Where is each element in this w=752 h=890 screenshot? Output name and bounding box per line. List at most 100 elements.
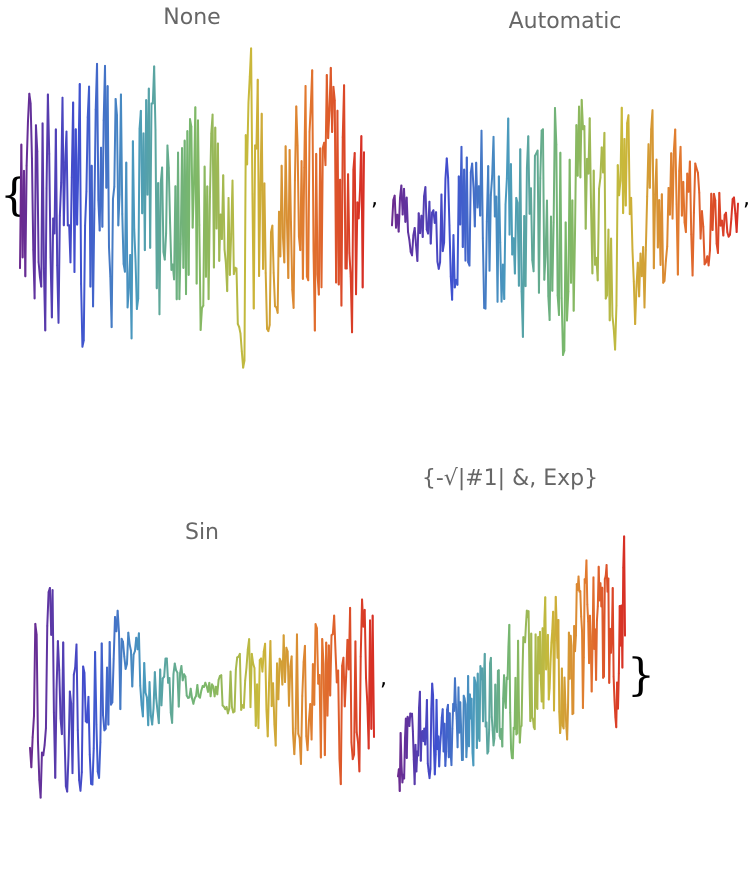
series-line-segment xyxy=(229,670,233,708)
series-line-segment xyxy=(165,144,169,235)
series-line-segment xyxy=(148,681,152,717)
series-line-segment xyxy=(119,637,123,711)
series-line-segment xyxy=(54,688,58,779)
series-line-segment xyxy=(426,762,430,773)
series-line-segment xyxy=(465,156,470,264)
series-line-segment xyxy=(488,194,492,272)
series-line-segment xyxy=(209,683,213,698)
series-line-segment xyxy=(301,166,306,280)
series-line-segment xyxy=(242,679,247,709)
series-line-segment xyxy=(32,622,37,717)
series-line-segment xyxy=(549,641,553,665)
series-line-segment xyxy=(296,144,300,238)
series-line-segment xyxy=(545,199,550,298)
series-line-segment xyxy=(232,266,237,276)
series-line-segment xyxy=(448,712,452,754)
series-line-segment xyxy=(42,744,46,757)
series-line-segment xyxy=(547,687,551,701)
series-line-segment xyxy=(692,162,697,214)
series-line-segment xyxy=(293,727,297,756)
series-line-segment xyxy=(238,325,242,335)
series-line-segment xyxy=(131,140,136,231)
series-line-segment xyxy=(207,195,211,301)
series-line-segment xyxy=(574,634,577,653)
series-line-segment xyxy=(320,146,324,289)
series-line-segment xyxy=(461,694,465,761)
series-line-segment xyxy=(497,669,501,737)
series-line-segment xyxy=(68,690,73,705)
series-line-segment xyxy=(517,639,520,714)
series-line-segment xyxy=(355,201,359,296)
series-line-segment xyxy=(34,124,39,153)
series-line-segment xyxy=(595,605,599,622)
series-line-segment xyxy=(31,714,35,739)
series-line-segment xyxy=(543,253,547,281)
series-line-segment xyxy=(313,623,317,706)
series-line-segment xyxy=(91,747,95,786)
series-line-segment xyxy=(125,161,129,309)
series-line-segment xyxy=(250,652,255,665)
series-line-segment xyxy=(62,161,67,227)
series-line-segment xyxy=(688,160,693,236)
series-line-segment xyxy=(160,677,164,707)
series-line-segment xyxy=(413,226,418,247)
series-line-segment xyxy=(111,185,116,200)
series-line-segment xyxy=(110,197,114,329)
series-line-segment xyxy=(114,98,118,117)
series-line-segment xyxy=(588,614,592,650)
series-line-segment xyxy=(245,648,249,669)
series-line-segment xyxy=(492,737,496,747)
series-line-segment xyxy=(712,192,717,202)
series-line-segment xyxy=(166,144,170,169)
series-line-segment xyxy=(468,171,472,267)
series-line-segment xyxy=(590,640,594,693)
series-line-segment xyxy=(79,771,83,792)
series-line-segment xyxy=(25,120,29,167)
series-line-segment xyxy=(541,128,546,281)
series-line-segment xyxy=(264,272,269,330)
series-line-segment xyxy=(371,614,375,738)
series-line-segment xyxy=(295,105,299,147)
series-line-segment xyxy=(63,734,67,788)
series-line-segment xyxy=(121,213,125,265)
series-line-segment xyxy=(34,622,38,636)
series-line-segment xyxy=(559,721,563,735)
series-line-segment xyxy=(484,220,488,310)
series-line-segment xyxy=(403,737,407,780)
series-line-segment xyxy=(432,694,435,748)
series-line-segment xyxy=(480,129,484,240)
series-line-segment xyxy=(652,193,657,270)
series-line-segment xyxy=(272,682,276,726)
series-line-segment xyxy=(566,705,570,741)
series-line-segment xyxy=(496,669,499,733)
series-line-segment xyxy=(290,655,294,734)
series-line-segment xyxy=(631,248,635,283)
series-line-segment xyxy=(139,684,143,706)
series-line-segment xyxy=(280,164,284,239)
series-line-segment xyxy=(551,221,555,292)
series-line-segment xyxy=(497,175,502,244)
series-line-segment xyxy=(511,726,515,760)
series-line-segment xyxy=(572,231,577,312)
series-line-segment xyxy=(476,672,480,738)
series-line-segment xyxy=(321,638,325,665)
series-line-segment xyxy=(405,196,410,233)
series-line-segment xyxy=(107,246,112,278)
series-line-segment xyxy=(264,642,268,711)
series-line-segment xyxy=(72,666,77,676)
series-line-segment xyxy=(566,290,570,322)
series-line-segment xyxy=(718,191,722,227)
series-line-segment xyxy=(508,623,512,714)
series-line-segment xyxy=(613,699,617,719)
series-line-segment xyxy=(126,286,130,309)
series-line-segment xyxy=(487,728,491,753)
series-line-segment xyxy=(208,132,213,198)
series-line-segment xyxy=(601,586,605,679)
series-line-segment xyxy=(365,677,369,705)
series-line-segment xyxy=(168,677,172,714)
series-line-segment xyxy=(504,177,508,206)
series-line-segment xyxy=(266,681,271,738)
series-line-segment xyxy=(243,134,247,362)
series-line-segment xyxy=(222,174,226,251)
series-line-segment xyxy=(308,103,312,133)
